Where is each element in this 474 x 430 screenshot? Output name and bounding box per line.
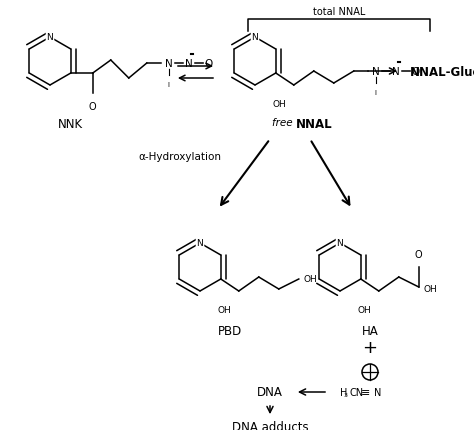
Text: I: I xyxy=(168,82,170,88)
Text: I: I xyxy=(375,90,377,96)
Text: N: N xyxy=(46,34,54,43)
Text: N: N xyxy=(372,67,380,77)
Text: O: O xyxy=(415,249,423,259)
Text: CN: CN xyxy=(350,387,364,397)
Text: NNAL: NNAL xyxy=(296,118,333,131)
Text: α-Hydroxylation: α-Hydroxylation xyxy=(138,152,221,162)
Text: free: free xyxy=(272,118,296,128)
Text: N: N xyxy=(392,67,400,77)
Text: O: O xyxy=(89,102,97,112)
Text: N: N xyxy=(252,34,258,43)
Text: H: H xyxy=(340,387,347,397)
Text: NNAL-Gluc: NNAL-Gluc xyxy=(410,65,474,78)
Text: +: + xyxy=(363,338,377,356)
Text: 3: 3 xyxy=(344,393,348,398)
Text: HA: HA xyxy=(362,324,378,337)
Text: ≡: ≡ xyxy=(361,387,371,397)
Text: DNA adducts: DNA adducts xyxy=(232,420,308,430)
Text: N: N xyxy=(197,239,203,248)
Text: N: N xyxy=(374,387,382,397)
Text: O: O xyxy=(411,67,420,77)
Text: O: O xyxy=(205,59,213,69)
Text: OH: OH xyxy=(304,275,318,284)
Text: N: N xyxy=(185,59,192,69)
Text: OH: OH xyxy=(424,285,438,294)
Text: NNK: NNK xyxy=(57,118,82,131)
Text: PBD: PBD xyxy=(218,324,242,337)
Text: total NNAL: total NNAL xyxy=(313,7,365,17)
Text: OH: OH xyxy=(358,305,372,314)
Text: OH: OH xyxy=(218,305,232,314)
Text: DNA: DNA xyxy=(257,386,283,399)
Text: N: N xyxy=(337,239,343,248)
Text: N: N xyxy=(165,59,173,69)
Text: OH: OH xyxy=(273,100,287,109)
